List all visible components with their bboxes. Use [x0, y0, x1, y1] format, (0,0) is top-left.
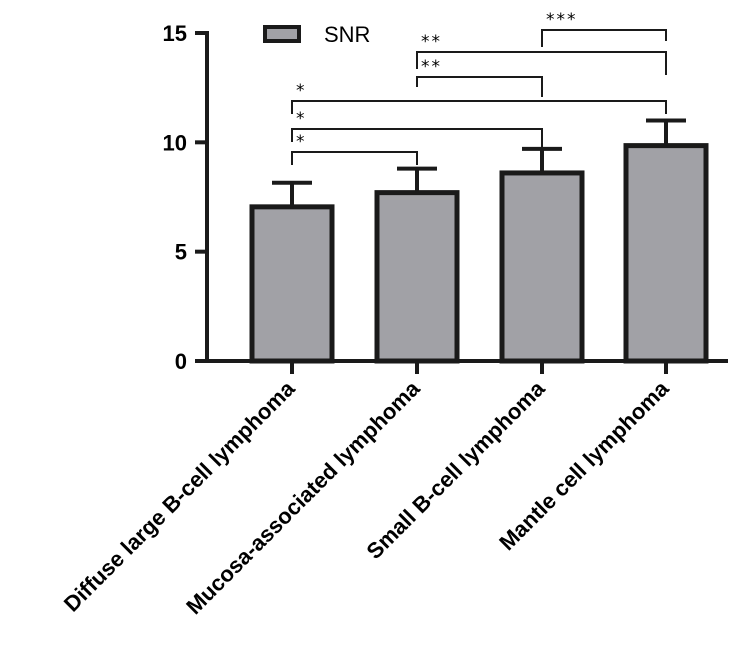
significance-bracket: [291, 151, 418, 165]
y-tick-label: 5: [175, 240, 187, 265]
bar: [249, 204, 335, 364]
significance-label: *: [296, 132, 307, 152]
significance-label: *: [296, 109, 307, 129]
significance-bracket: [541, 29, 667, 47]
legend-swatch: [263, 25, 301, 43]
x-category-label: Mucosa-associated lymphoma: [181, 375, 425, 619]
significance-label: *: [296, 81, 307, 101]
y-tick-label: 10: [163, 130, 187, 155]
bar: [374, 190, 460, 364]
significance-bracket: [291, 100, 667, 114]
category-labels: Diffuse large B-cell lymphomaMucosa-asso…: [59, 375, 674, 619]
significance-label: **: [421, 32, 442, 52]
y-tick-label: 0: [175, 349, 187, 374]
bars-group: [249, 118, 709, 364]
significance-bracket: [416, 51, 667, 75]
legend-label: SNR: [324, 22, 370, 47]
bar: [623, 143, 709, 364]
significance-label: ***: [546, 10, 578, 30]
significance-bracket: [416, 76, 543, 97]
significance-bracket: [291, 128, 543, 150]
significance-label: **: [421, 57, 442, 77]
significance-group: **********: [291, 10, 667, 165]
x-category-label: Diffuse large B-cell lymphoma: [59, 375, 300, 616]
y-tick-label: 15: [163, 21, 187, 46]
legend: SNR: [263, 22, 370, 47]
bar: [499, 170, 585, 364]
